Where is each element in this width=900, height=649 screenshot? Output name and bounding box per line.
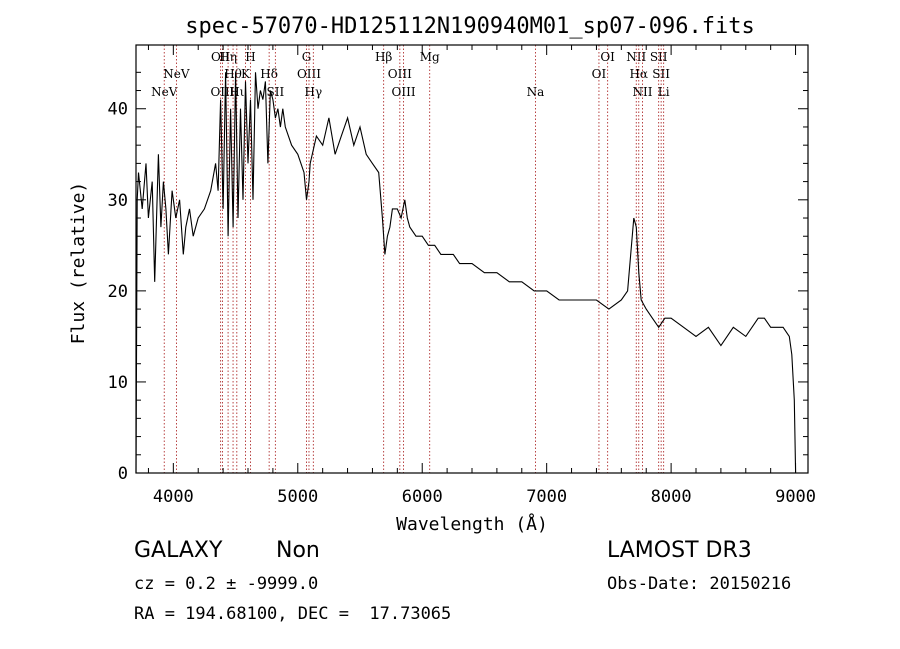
x-tick-label-6000: 6000 xyxy=(402,487,443,507)
spectrum-series-line xyxy=(135,72,797,474)
marker-label-0: NeV xyxy=(151,85,178,99)
x-tick-label-9000: 9000 xyxy=(775,487,816,507)
marker-label-12: OIII xyxy=(297,67,321,81)
marker-label-18: Na xyxy=(527,85,545,99)
marker-label-4: Hη xyxy=(219,50,237,64)
marker-label-21: NII xyxy=(626,50,646,64)
marker-label-9: Hδ xyxy=(260,67,278,81)
y-axis-label: Flux (relative) xyxy=(68,182,89,345)
object-subclass: Non xyxy=(276,538,320,563)
y-tick-label-30: 30 xyxy=(108,191,128,211)
x-tick-label-7000: 7000 xyxy=(526,487,567,507)
marker-label-15: OIII xyxy=(388,67,412,81)
marker-label-22: Hα xyxy=(629,67,648,81)
marker-label-13: Hγ xyxy=(305,85,323,99)
marker-label-17: Mg xyxy=(420,50,440,64)
object-class: GALAXY xyxy=(134,538,223,563)
obs-date: Obs-Date: 20150216 xyxy=(607,574,792,594)
marker-label-26: Li xyxy=(658,85,670,99)
marker-label-3: OIII xyxy=(210,85,234,99)
survey-name: LAMOST DR3 xyxy=(607,538,752,563)
marker-label-24: SII xyxy=(650,50,668,64)
marker-label-6: Hι xyxy=(229,85,244,99)
x-axis-label: Wavelength (Å) xyxy=(396,513,548,535)
x-tick-label-4000: 4000 xyxy=(153,487,194,507)
marker-label-19: OI xyxy=(592,67,607,81)
axis-ticks: 4000 5000 6000 7000 8000 9000 0 10 20 30 40 xyxy=(108,45,816,507)
marker-label-11: G xyxy=(302,50,312,64)
x-tick-label-5000: 5000 xyxy=(277,487,318,507)
coordinates: RA = 194.68100, DEC = 17.73065 xyxy=(134,604,452,624)
marker-label-1: NeV xyxy=(163,67,190,81)
marker-label-14: Hβ xyxy=(375,50,392,64)
x-tick-label-8000: 8000 xyxy=(651,487,692,507)
marker-label-5: Hθ xyxy=(224,67,242,81)
marker-label-23: NII xyxy=(632,85,652,99)
marker-label-7: K xyxy=(241,67,251,81)
chart-title: spec-57070-HD125112N190940M01_sp07-096.f… xyxy=(185,14,755,39)
marker-label-20: OI xyxy=(600,50,615,64)
y-tick-label-40: 40 xyxy=(108,100,128,120)
y-tick-label-20: 20 xyxy=(108,282,128,302)
marker-label-25: SII xyxy=(652,67,670,81)
y-tick-label-10: 10 xyxy=(108,373,128,393)
marker-label-8: H xyxy=(245,50,255,64)
line-markers: NeV NeV OII OIII Hη Hθ Hι KH Hδ SII G OIII Hγ Hβ OIII O… xyxy=(151,45,670,473)
marker-label-10: SII xyxy=(267,85,285,99)
redshift-cz: cz = 0.2 ± -9999.0 xyxy=(134,574,319,594)
marker-label-2: OII xyxy=(211,50,231,64)
marker-label-16: OIII xyxy=(392,85,416,99)
y-tick-label-0: 0 xyxy=(118,464,128,484)
